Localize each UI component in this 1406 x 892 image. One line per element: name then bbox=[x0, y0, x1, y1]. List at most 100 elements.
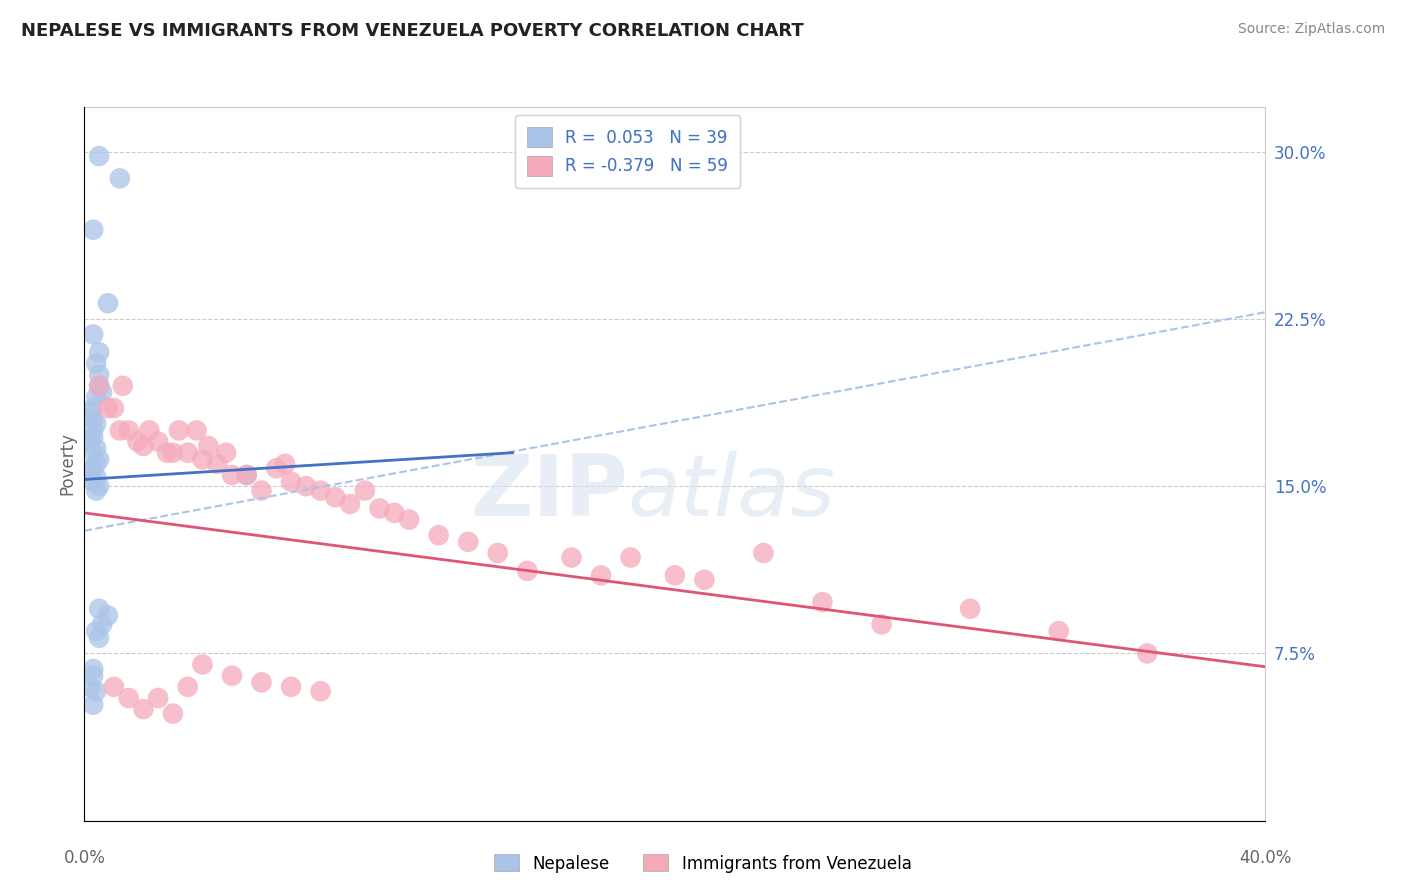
Point bbox=[84, 457, 107, 471]
Point bbox=[84, 417, 107, 431]
Point bbox=[97, 608, 120, 623]
Point bbox=[97, 401, 120, 416]
Point bbox=[309, 483, 332, 498]
Point bbox=[82, 401, 104, 416]
Point bbox=[295, 479, 318, 493]
Point bbox=[82, 698, 104, 712]
Point bbox=[82, 662, 104, 676]
Point bbox=[156, 445, 179, 460]
Point bbox=[89, 452, 111, 467]
Point bbox=[89, 345, 111, 359]
Point bbox=[82, 327, 104, 342]
Point bbox=[870, 617, 893, 632]
Point bbox=[84, 684, 107, 698]
Point bbox=[236, 467, 259, 482]
Point bbox=[148, 434, 170, 449]
Point bbox=[323, 491, 347, 505]
Point bbox=[82, 430, 104, 444]
Point bbox=[118, 690, 141, 705]
Point bbox=[752, 546, 775, 560]
Point bbox=[191, 452, 214, 467]
Point bbox=[197, 439, 219, 453]
Point bbox=[84, 441, 107, 455]
Point bbox=[89, 479, 111, 493]
Point bbox=[368, 501, 391, 516]
Point bbox=[959, 602, 981, 616]
Y-axis label: Poverty: Poverty bbox=[58, 433, 76, 495]
Text: 40.0%: 40.0% bbox=[1239, 849, 1292, 867]
Point bbox=[89, 149, 111, 163]
Point bbox=[82, 424, 104, 438]
Point bbox=[162, 706, 184, 721]
Point bbox=[215, 445, 238, 460]
Point bbox=[97, 296, 120, 310]
Point bbox=[118, 424, 141, 438]
Point bbox=[82, 475, 104, 489]
Point bbox=[132, 702, 155, 716]
Point bbox=[79, 405, 101, 420]
Point bbox=[167, 424, 190, 438]
Text: Source: ZipAtlas.com: Source: ZipAtlas.com bbox=[1237, 22, 1385, 37]
Point bbox=[560, 550, 583, 565]
Point bbox=[89, 602, 111, 616]
Point bbox=[89, 378, 111, 392]
Point bbox=[457, 534, 479, 549]
Point bbox=[103, 401, 125, 416]
Point bbox=[111, 378, 134, 392]
Point bbox=[354, 483, 377, 498]
Point bbox=[177, 680, 200, 694]
Point bbox=[280, 475, 302, 489]
Point bbox=[82, 222, 104, 236]
Point bbox=[89, 378, 111, 392]
Point bbox=[82, 412, 104, 426]
Point bbox=[82, 669, 104, 683]
Point bbox=[91, 617, 114, 632]
Point bbox=[82, 445, 104, 460]
Point bbox=[516, 564, 538, 578]
Text: atlas: atlas bbox=[627, 450, 835, 534]
Point bbox=[186, 424, 208, 438]
Point bbox=[221, 467, 243, 482]
Point bbox=[811, 595, 834, 609]
Point bbox=[619, 550, 641, 565]
Point bbox=[162, 445, 184, 460]
Point bbox=[191, 657, 214, 672]
Point bbox=[221, 669, 243, 683]
Point bbox=[1047, 624, 1070, 639]
Point bbox=[591, 568, 613, 582]
Point bbox=[84, 470, 107, 484]
Point bbox=[108, 171, 131, 186]
Point bbox=[177, 445, 200, 460]
Point bbox=[427, 528, 450, 542]
Point bbox=[84, 356, 107, 371]
Point bbox=[264, 461, 288, 475]
Point bbox=[274, 457, 297, 471]
Point bbox=[138, 424, 160, 438]
Point bbox=[84, 390, 107, 404]
Point bbox=[486, 546, 509, 560]
Point bbox=[309, 684, 332, 698]
Point bbox=[103, 680, 125, 694]
Point bbox=[91, 385, 114, 400]
Point bbox=[382, 506, 406, 520]
Point bbox=[664, 568, 686, 582]
Point bbox=[82, 461, 104, 475]
Point bbox=[84, 624, 107, 639]
Point bbox=[127, 434, 149, 449]
Point bbox=[1136, 646, 1159, 660]
Point bbox=[89, 631, 111, 645]
Point bbox=[250, 675, 273, 690]
Point bbox=[693, 573, 716, 587]
Point bbox=[148, 690, 170, 705]
Point bbox=[79, 466, 101, 480]
Point bbox=[132, 439, 155, 453]
Point bbox=[89, 368, 111, 382]
Point bbox=[84, 483, 107, 498]
Point bbox=[398, 512, 420, 526]
Text: ZIP: ZIP bbox=[470, 450, 627, 534]
Point bbox=[250, 483, 273, 498]
Legend: Nepalese, Immigrants from Venezuela: Nepalese, Immigrants from Venezuela bbox=[488, 847, 918, 880]
Point bbox=[280, 680, 302, 694]
Point bbox=[108, 424, 131, 438]
Point bbox=[339, 497, 361, 511]
